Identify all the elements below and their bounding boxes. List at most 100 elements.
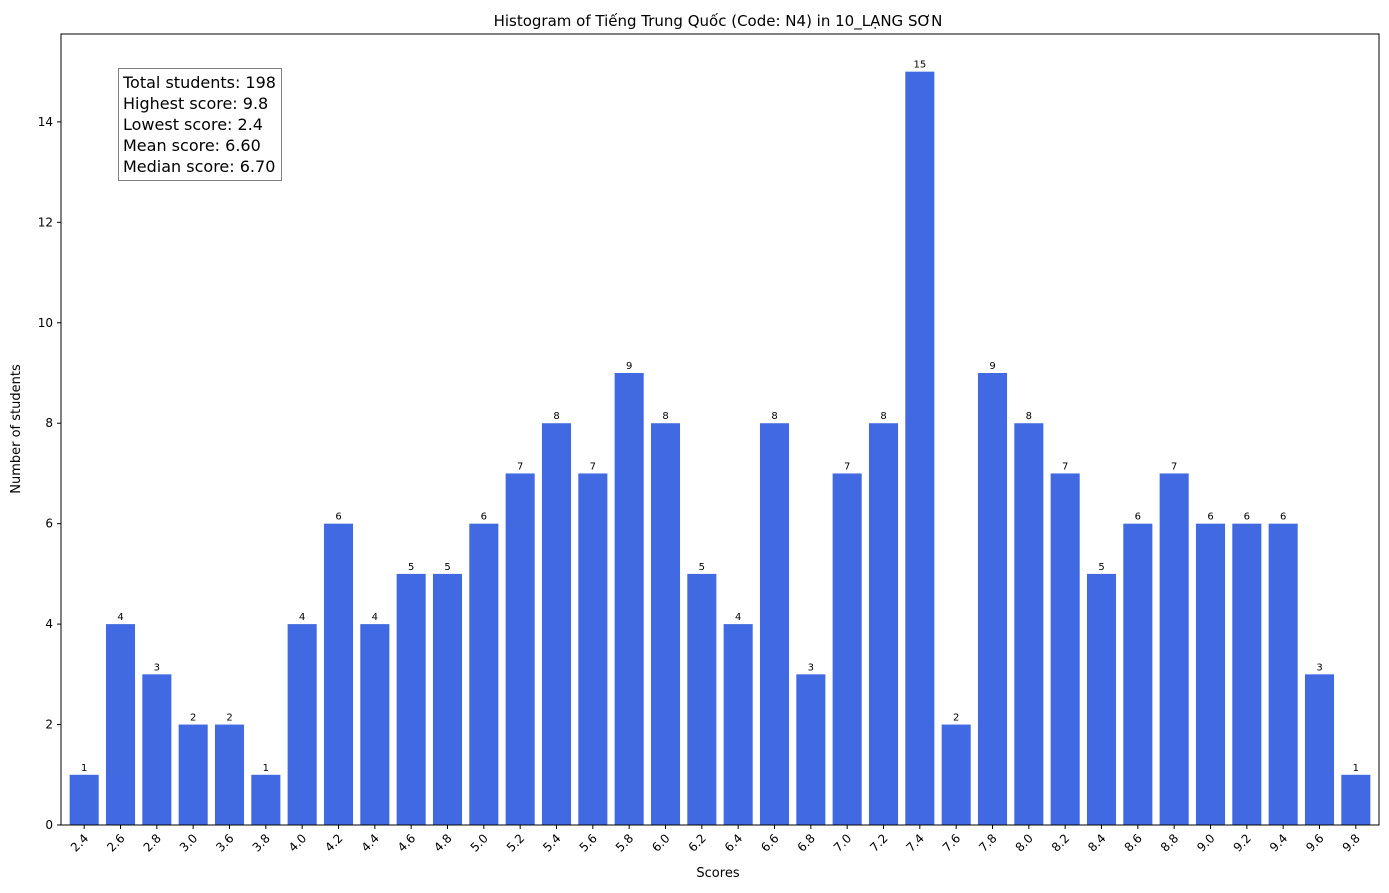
bars-layer (69, 71, 1371, 825)
x-tick-label: 8.6 (1122, 831, 1145, 854)
x-tick-label: 5.6 (577, 831, 600, 854)
bar-5.0 (469, 523, 499, 825)
x-tick-label: 2.4 (68, 831, 91, 854)
x-tick-label: 6.8 (795, 831, 818, 854)
bar-value-label: 7 (1062, 461, 1068, 472)
bar-9.4 (1268, 523, 1298, 825)
x-tick-label: 7.6 (940, 831, 963, 854)
bar-value-label: 5 (699, 562, 705, 573)
bar-value-label: 8 (880, 411, 886, 422)
y-axis: 0 2 4 6 8 10 12 14 (38, 115, 61, 832)
bar-value-label: 6 (1135, 512, 1141, 523)
bar-value-label: 1 (1353, 763, 1359, 774)
bar-5.4 (541, 423, 572, 825)
bar-value-label: 4 (299, 612, 305, 623)
x-tick-label: 7.4 (904, 831, 927, 854)
bar-4.4 (360, 624, 390, 825)
bar-8.2 (1050, 473, 1080, 825)
bar-4.8 (432, 573, 463, 825)
y-tick-label: 6 (45, 517, 53, 531)
y-tick-label: 2 (45, 718, 53, 732)
bar-value-label: 8 (553, 411, 559, 422)
x-tick-label: 5.0 (468, 831, 491, 854)
bar-6.0 (650, 423, 681, 825)
x-tick-label: 5.8 (613, 831, 636, 854)
y-tick-label: 10 (38, 316, 53, 330)
plot-frame (60, 33, 1380, 826)
x-tick-label: 8.2 (1049, 831, 1072, 854)
bar-value-label: 8 (662, 411, 668, 422)
bar-9.6 (1304, 674, 1335, 825)
bar-6.2 (687, 573, 717, 825)
bar-7.2 (868, 423, 899, 825)
chart-title: Histogram of Tiếng Trung Quốc (Code: N4)… (494, 12, 943, 31)
y-tick-label: 14 (38, 115, 53, 129)
x-tick-label: 3.8 (250, 831, 273, 854)
bar-7.4 (905, 71, 935, 825)
bar-value-label: 2 (953, 713, 959, 724)
y-tick-label: 8 (45, 416, 53, 430)
bar-value-label: 5 (444, 562, 450, 573)
bar-value-label: 2 (226, 713, 232, 724)
bar-value-label: 6 (335, 512, 341, 523)
x-tick-label: 3.6 (213, 831, 236, 854)
x-tick-label: 9.2 (1231, 831, 1254, 854)
stats-mean: Mean score: 6.60 (123, 136, 261, 155)
y-tick-label: 0 (45, 818, 53, 832)
x-tick-label: 6.2 (686, 831, 709, 854)
bar-value-label: 4 (372, 612, 378, 623)
bar-7.8 (977, 373, 1008, 825)
x-tick-label: 2.6 (104, 831, 127, 854)
bar-4.0 (287, 624, 317, 825)
bar-value-label: 5 (408, 562, 414, 573)
bar-value-label: 5 (1098, 562, 1104, 573)
bar-value-label: 15 (913, 60, 926, 71)
x-tick-label: 8.0 (1013, 831, 1036, 854)
x-axis: 2.4 2.6 2.8 3.0 3.6 3.8 4.0 4.2 4.4 4.6 4.8 5.0 5.2 5… (68, 825, 1363, 855)
bar-value-label: 3 (1316, 662, 1322, 673)
x-tick-label: 6.6 (758, 831, 781, 854)
bar-7.6 (941, 724, 971, 825)
x-tick-label: 4.4 (359, 831, 382, 854)
y-axis-label: Number of students (9, 364, 24, 494)
bar-value-label: 2 (190, 713, 196, 724)
x-tick-label: 4.8 (431, 831, 454, 854)
bar-8.0 (1014, 423, 1044, 825)
x-tick-label: 8.4 (1085, 831, 1108, 854)
x-tick-label: 9.8 (1340, 831, 1363, 854)
bar-value-label: 1 (81, 763, 87, 774)
bar-6.6 (759, 423, 790, 825)
bar-8.4 (1086, 573, 1117, 825)
bar-6.4 (723, 624, 753, 825)
x-tick-label: 7.0 (831, 831, 854, 854)
bar-5.2 (505, 473, 535, 825)
bar-value-label: 3 (808, 662, 814, 673)
bar-9.2 (1232, 523, 1262, 825)
bar-value-label: 3 (154, 662, 160, 673)
x-tick-label: 2.8 (141, 831, 164, 854)
stats-lowest: Lowest score: 2.4 (123, 115, 263, 134)
x-tick-label: 8.8 (1158, 831, 1181, 854)
bar-value-label: 4 (117, 612, 123, 623)
bar-2.8 (142, 674, 172, 825)
bar-value-label: 4 (735, 612, 741, 623)
bar-value-label: 9 (626, 361, 632, 372)
x-axis-label: Scores (696, 866, 739, 881)
bar-5.6 (578, 473, 608, 825)
bar-4.6 (396, 573, 426, 825)
bar-9.8 (1341, 774, 1371, 825)
x-tick-label: 7.8 (976, 831, 999, 854)
bar-value-label: 8 (771, 411, 777, 422)
x-tick-label: 9.4 (1267, 831, 1290, 854)
bar-value-label: 7 (844, 461, 850, 472)
bar-4.2 (323, 523, 354, 825)
bar-2.4 (69, 774, 99, 825)
bar-value-label: 6 (1207, 512, 1213, 523)
x-tick-label: 5.4 (540, 831, 563, 854)
bar-value-label: 6 (1244, 512, 1250, 523)
x-tick-label: 6.0 (649, 831, 672, 854)
bar-value-label: 7 (590, 461, 596, 472)
x-tick-label: 9.6 (1303, 831, 1326, 854)
bar-3.0 (178, 724, 208, 825)
bar-value-label: 9 (989, 361, 995, 372)
